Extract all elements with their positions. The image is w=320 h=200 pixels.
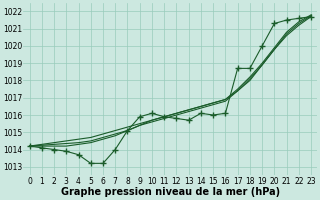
X-axis label: Graphe pression niveau de la mer (hPa): Graphe pression niveau de la mer (hPa) [61,187,280,197]
